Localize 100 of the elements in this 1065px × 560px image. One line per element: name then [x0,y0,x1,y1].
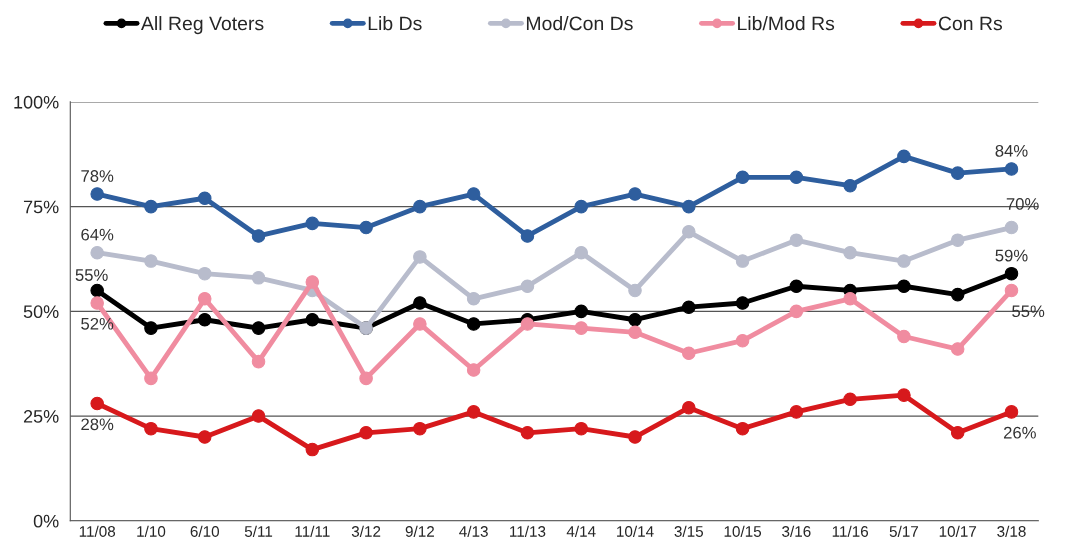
point [144,371,158,386]
point [413,250,427,264]
x-tick-label: 11/13 [510,525,546,537]
point [735,421,750,436]
point [843,292,857,306]
annotation: 26% [1003,426,1036,439]
point [144,421,158,436]
point [789,304,804,319]
point [950,233,965,247]
point [197,292,212,306]
y-tick-label: 25% [23,410,59,423]
point [359,220,373,235]
point [897,329,911,344]
x-tick-label: 9/12 [405,525,434,537]
point [950,287,965,302]
point [789,279,804,293]
legend-label: Con Rs [938,16,1003,31]
point [628,325,642,340]
point [251,229,266,243]
y-tick-label: 75% [23,200,59,214]
point [90,296,104,310]
point [843,178,857,193]
x-tick-label: 11/11 [295,525,330,537]
annotation: 28% [81,418,114,431]
point [950,166,965,180]
point [789,405,804,419]
point [735,296,750,310]
point [413,199,427,214]
x-tick-label: 11/08 [79,525,116,537]
y-tick-label: 0% [33,514,59,528]
point [520,317,535,331]
x-tick-label: 4/13 [459,525,488,537]
point [90,396,104,411]
point [413,421,427,436]
point [1004,283,1019,298]
legend-label: All Reg Voters [140,16,264,35]
point [520,279,535,293]
x-tick-label: 11/16 [832,525,869,537]
point [1004,162,1019,176]
point [789,170,804,185]
point [574,321,588,335]
x-tick-label: 4/14 [566,525,596,537]
x-tick-label: 10/15 [724,525,762,537]
point [251,354,266,369]
annotation: 84% [995,144,1028,157]
x-tick-label: 3/15 [674,525,704,537]
point [628,187,642,201]
point [413,296,427,310]
point [735,170,750,185]
point [574,199,588,214]
point [359,426,373,440]
point [90,283,104,298]
point [897,149,911,164]
point [682,225,696,239]
point [466,187,481,201]
point [843,392,857,407]
point [466,363,481,377]
point [1004,405,1019,419]
point [789,233,804,247]
point [682,199,696,214]
point [574,245,588,260]
point [950,426,965,440]
x-tick-label: 5/17 [889,525,919,537]
x-tick-label: 10/14 [617,525,654,537]
point [682,400,696,415]
point [574,421,588,436]
point [628,430,642,444]
point [520,426,535,440]
point [682,346,696,361]
x-tick-label: 6/10 [190,525,220,537]
annotation: 55% [75,269,108,281]
point [574,304,588,319]
x-tick-label: 10/17 [939,525,977,537]
point [628,283,642,298]
point [90,245,104,260]
annotation: 59% [995,249,1028,262]
point [197,191,212,206]
point [735,254,750,268]
point [305,312,320,327]
point [305,275,320,289]
point [413,317,427,331]
point [251,271,266,285]
point [897,388,911,402]
x-tick-label: 3/18 [997,525,1026,537]
point [305,216,320,231]
legend-label: Lib Ds [368,16,422,31]
point [735,333,750,348]
legend-label: Mod/Con Ds [526,16,633,31]
x-tick-label: 5/11 [244,525,273,537]
y-tick-label: 100% [14,95,59,109]
annotation: 64% [81,228,114,241]
point [520,229,535,243]
point [144,254,158,268]
point [897,254,911,268]
annotation: 78% [81,170,114,182]
point [90,187,104,201]
point [1004,220,1019,235]
point [466,317,481,331]
point [897,279,911,293]
point [682,300,696,314]
